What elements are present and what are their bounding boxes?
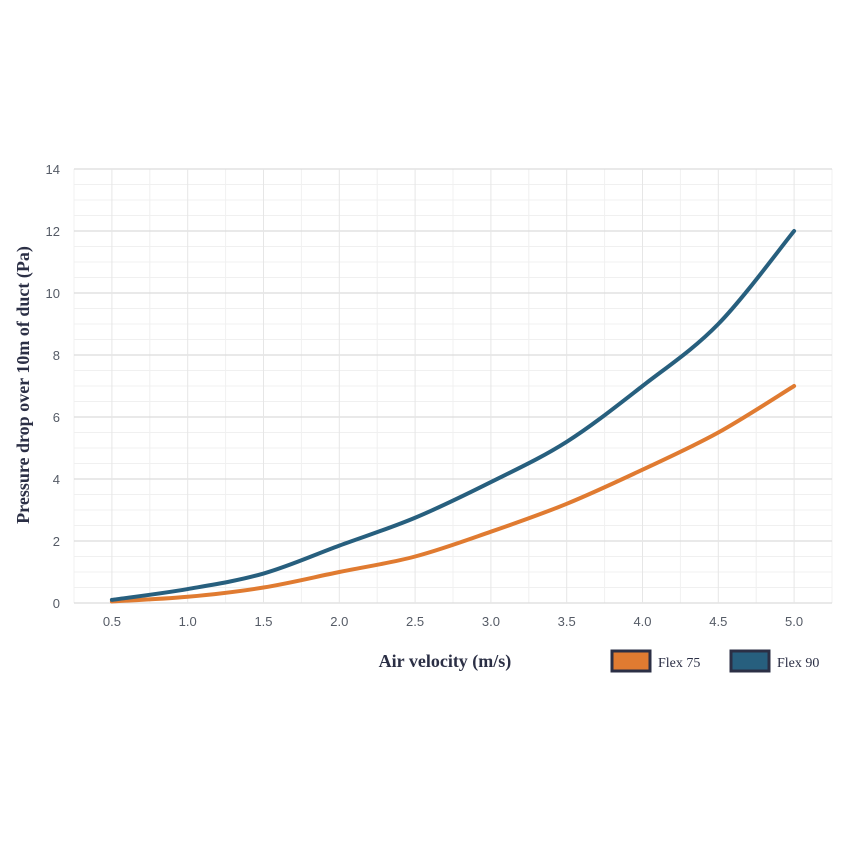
x-axis-title: Air velocity (m/s)	[379, 651, 512, 672]
x-tick-label: 4.5	[709, 614, 727, 629]
minor-grid	[73, 169, 833, 603]
y-axis-title: Pressure drop over 10m of duct (Pa)	[13, 246, 34, 524]
major-grid	[74, 168, 832, 604]
legend-label: Flex 90	[777, 656, 819, 671]
series-lines	[109, 229, 797, 604]
y-tick-label: 8	[53, 348, 60, 363]
legend-swatch	[729, 649, 771, 673]
legend: Flex 75 Flex 90	[610, 649, 819, 673]
y-tick-label: 12	[46, 224, 60, 239]
legend-swatch	[610, 649, 652, 673]
y-tick-label: 6	[53, 410, 60, 425]
y-tick-label: 10	[46, 286, 60, 301]
x-axis-ticks: 0.5 1.0 1.5 2.0 2.5 3.0 3.5 4.0 4.5 5.0	[103, 614, 803, 629]
x-tick-label: 3.0	[482, 614, 500, 629]
x-tick-label: 3.5	[558, 614, 576, 629]
x-tick-label: 5.0	[785, 614, 803, 629]
x-tick-label: 1.5	[254, 614, 272, 629]
y-tick-label: 0	[53, 596, 60, 611]
x-tick-label: 1.0	[179, 614, 197, 629]
y-axis-ticks: 0 2 4 6 8 10 12 14	[46, 162, 60, 611]
series-line-flex-75	[109, 384, 797, 604]
y-tick-label: 2	[53, 534, 60, 549]
x-tick-label: 2.5	[406, 614, 424, 629]
x-tick-label: 2.0	[330, 614, 348, 629]
y-tick-label: 14	[46, 162, 60, 177]
x-tick-label: 0.5	[103, 614, 121, 629]
y-tick-label: 4	[53, 472, 60, 487]
series-line-flex-90	[109, 229, 797, 602]
legend-label: Flex 75	[658, 656, 700, 671]
x-tick-label: 4.0	[633, 614, 651, 629]
